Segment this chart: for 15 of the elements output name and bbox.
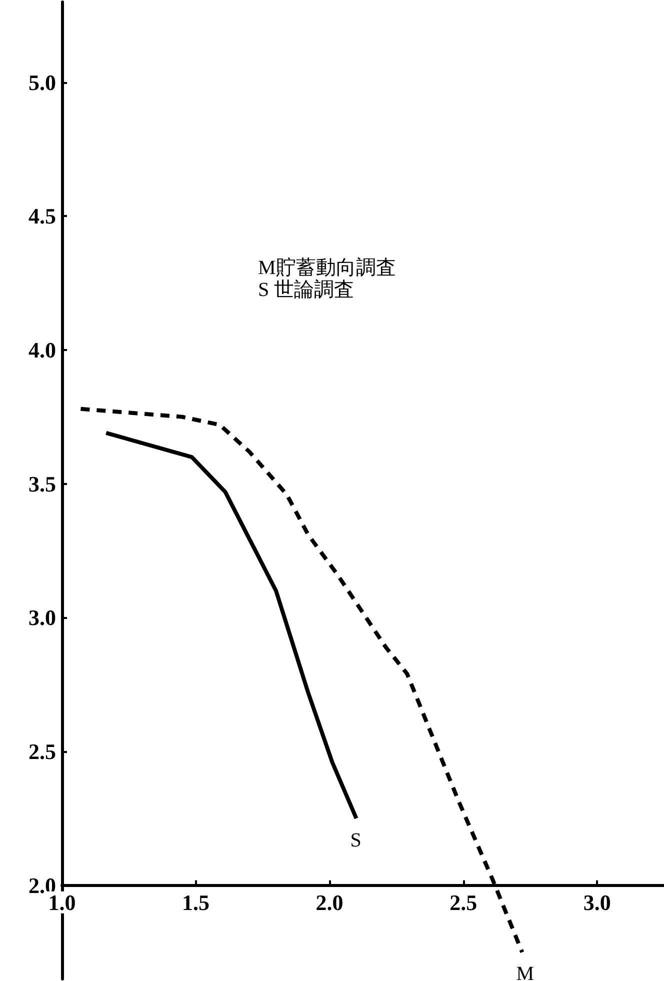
y-tick-label: 2.5 [28, 738, 56, 764]
y-tick-label: 5.0 [28, 70, 56, 95]
x-tick-label: 2.5 [450, 890, 478, 915]
y-tick-label: 4.5 [28, 204, 56, 229]
y-tick-label: 3.0 [28, 605, 56, 630]
series-label: M [516, 963, 534, 981]
y-tick-label: 3.5 [28, 471, 56, 496]
annotation: M貯蓄動向調査 [258, 257, 396, 279]
x-tick-label: 2.0 [316, 890, 344, 915]
annotation: S 世論調査 [258, 279, 354, 301]
y-tick-label: 4.0 [28, 337, 56, 362]
x-tick-label: 3.0 [583, 890, 611, 915]
line-series [104, 430, 358, 820]
x-tick-label: 1.5 [182, 890, 210, 915]
series-label: S [350, 829, 362, 852]
